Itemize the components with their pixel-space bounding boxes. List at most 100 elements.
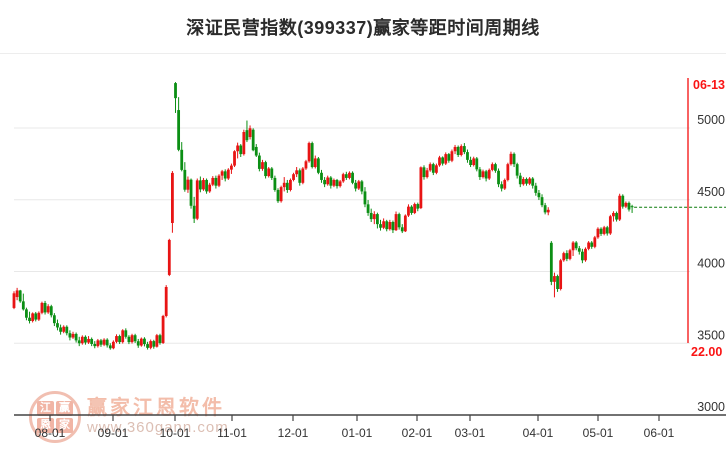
watermark-brand-text: 赢家江恩软件 [87, 397, 225, 419]
candle-body [99, 340, 103, 345]
candle-body [407, 206, 410, 216]
candle-body [435, 165, 438, 173]
candle-body [289, 179, 292, 190]
candle-body [413, 204, 417, 213]
candle-body [174, 83, 177, 99]
candle-body [59, 327, 62, 332]
x-axis-tick-label: 04-01 [523, 426, 554, 440]
candle-body [531, 178, 535, 186]
candle-body [65, 326, 69, 334]
candle-body [239, 145, 243, 155]
candle-body [87, 338, 90, 343]
candle-body [332, 179, 336, 186]
candle-body [295, 170, 299, 175]
candle-body [584, 248, 587, 261]
candle-body [512, 153, 516, 165]
candle-body [84, 336, 87, 343]
page-title: 深证民营指数(399337)赢家等距时间周期线 [186, 18, 540, 38]
candle-body [118, 336, 122, 343]
candle-body [615, 212, 618, 220]
candle-body [602, 227, 606, 234]
candle-body [146, 344, 149, 348]
candle-body [323, 179, 326, 185]
candle-body [198, 180, 202, 190]
candle-body [397, 214, 401, 228]
x-axis-tick-label: 01-01 [342, 426, 373, 440]
candle-body [518, 175, 522, 185]
candle-body [574, 242, 578, 249]
candle-body [487, 169, 491, 179]
candle-body [329, 177, 333, 186]
candle-body [242, 132, 246, 155]
candle-body [248, 128, 252, 138]
candle-body [40, 302, 44, 313]
candle-body [416, 204, 420, 209]
candle-body [612, 212, 615, 217]
candle-body [31, 313, 35, 322]
candle-body [236, 145, 240, 152]
candle-body [506, 164, 510, 180]
candle-body [74, 333, 78, 341]
candle-body [28, 317, 31, 322]
candle-body [450, 151, 454, 161]
candle-body [155, 335, 159, 347]
candle-body [171, 172, 174, 223]
candle-body [490, 164, 494, 170]
candle-body [167, 239, 171, 275]
candle-body [540, 197, 544, 206]
candle-body [77, 340, 81, 344]
x-axis-tick-label: 06-01 [644, 426, 675, 440]
candle-body [93, 343, 97, 347]
y-axis-tick-label: 4500 [697, 185, 725, 199]
candle-body [282, 182, 286, 188]
candle-body [469, 159, 472, 166]
candle-body [56, 323, 59, 328]
candle-body [568, 250, 572, 259]
candle-body [301, 168, 305, 183]
candle-body [456, 146, 460, 155]
candle-body [419, 167, 423, 209]
candle-body [130, 335, 134, 343]
candle-body [624, 202, 628, 207]
candle-body [68, 333, 72, 338]
candle-body [590, 242, 594, 247]
candle-body [472, 158, 476, 166]
candle-body [164, 286, 168, 316]
candle-body [363, 191, 367, 205]
candle-body [382, 221, 386, 228]
candle-body [484, 171, 488, 179]
candle-body [267, 168, 271, 177]
candle-body [115, 336, 118, 342]
candle-body [223, 171, 227, 179]
candle-body [326, 177, 330, 185]
candle-body [211, 177, 215, 185]
x-axis-tick-label: 11-01 [217, 426, 247, 440]
candle-body [503, 179, 507, 189]
candle-body [571, 242, 575, 251]
x-axis-tick-label: 02-01 [402, 426, 433, 440]
candle-body [497, 170, 500, 185]
candle-body [18, 290, 22, 302]
candle-body [559, 260, 563, 290]
candle-body [372, 214, 376, 220]
candle-body [189, 179, 193, 206]
candle-body [478, 169, 482, 178]
candle-body [553, 276, 556, 282]
candle-body [46, 306, 50, 313]
candle-body [369, 212, 373, 220]
candle-body [422, 167, 426, 178]
candle-body [304, 161, 308, 169]
candle-body [298, 170, 302, 183]
candle-body [562, 253, 566, 261]
y-axis-tick-label: 5000 [697, 113, 725, 127]
candle-body [441, 157, 445, 164]
watermark-logo: 江 赢 恩 家 [29, 391, 81, 443]
candle-body [335, 179, 339, 187]
candle-body [15, 290, 19, 298]
candle-body [453, 146, 457, 152]
candle-body [34, 313, 38, 320]
candle-body [428, 164, 432, 171]
candle-body [111, 341, 115, 349]
candle-body [136, 341, 140, 346]
candle-body [310, 143, 314, 168]
